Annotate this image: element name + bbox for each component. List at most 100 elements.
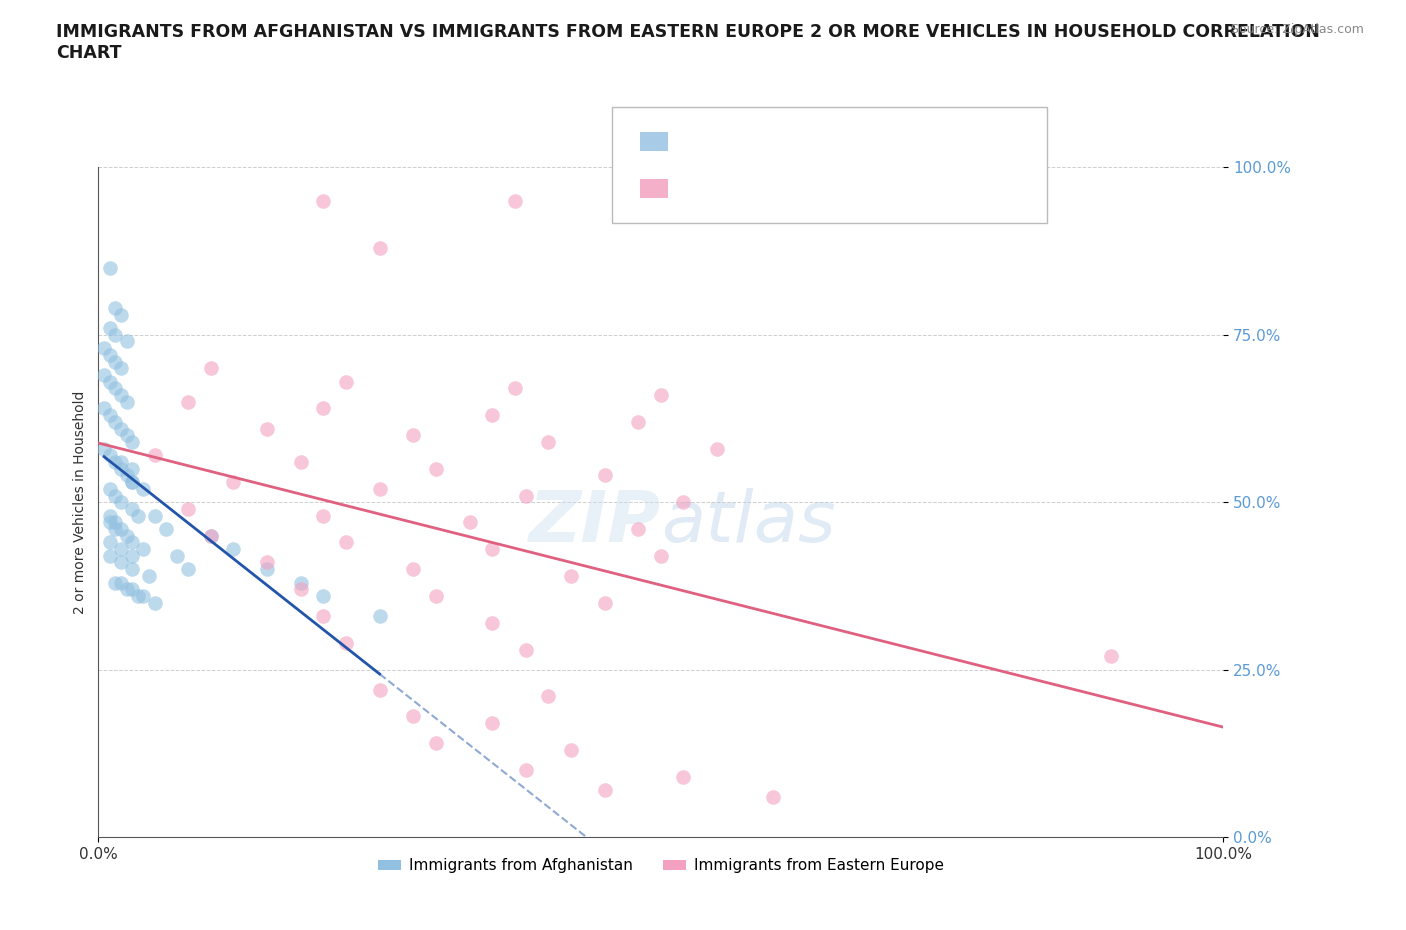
Point bbox=[115, 334, 138, 349]
Point bbox=[115, 394, 138, 409]
Point bbox=[481, 541, 503, 556]
Point bbox=[312, 401, 335, 416]
Point bbox=[110, 421, 132, 436]
Point bbox=[104, 415, 127, 430]
Point bbox=[104, 488, 127, 503]
Point bbox=[222, 474, 245, 489]
Point bbox=[481, 716, 503, 731]
Point bbox=[110, 461, 132, 476]
Point bbox=[560, 742, 582, 757]
Text: atlas: atlas bbox=[661, 488, 835, 557]
Point bbox=[706, 441, 728, 456]
Point bbox=[200, 528, 222, 543]
Point bbox=[121, 562, 143, 577]
Point bbox=[402, 428, 425, 443]
Point bbox=[132, 589, 155, 604]
Text: IMMIGRANTS FROM AFGHANISTAN VS IMMIGRANTS FROM EASTERN EUROPE 2 OR MORE VEHICLES: IMMIGRANTS FROM AFGHANISTAN VS IMMIGRANT… bbox=[56, 23, 1320, 62]
Point bbox=[138, 568, 160, 583]
Text: Source: ZipAtlas.com: Source: ZipAtlas.com bbox=[1230, 23, 1364, 36]
Point bbox=[177, 394, 200, 409]
Point bbox=[650, 549, 672, 564]
Point bbox=[110, 495, 132, 510]
Point bbox=[110, 307, 132, 322]
Point bbox=[593, 783, 616, 798]
Point bbox=[368, 608, 391, 623]
Point bbox=[458, 515, 481, 530]
Point bbox=[177, 501, 200, 516]
Point bbox=[98, 348, 121, 363]
Point bbox=[98, 515, 121, 530]
Point bbox=[121, 582, 143, 597]
Point bbox=[312, 508, 335, 523]
Point bbox=[481, 616, 503, 631]
Point bbox=[98, 508, 121, 523]
Point bbox=[98, 321, 121, 336]
Point bbox=[537, 689, 560, 704]
Point bbox=[222, 541, 245, 556]
Point bbox=[593, 468, 616, 483]
Point bbox=[290, 582, 312, 597]
Point bbox=[121, 535, 143, 550]
Point bbox=[104, 381, 127, 396]
Point bbox=[256, 562, 278, 577]
Point bbox=[93, 367, 115, 382]
Point bbox=[166, 549, 188, 564]
Point bbox=[110, 522, 132, 537]
Point bbox=[425, 461, 447, 476]
Point bbox=[425, 736, 447, 751]
Point bbox=[121, 474, 143, 489]
Point bbox=[503, 381, 526, 396]
Point bbox=[515, 488, 537, 503]
Point bbox=[98, 374, 121, 389]
Point bbox=[98, 260, 121, 275]
Point bbox=[290, 575, 312, 590]
Point bbox=[98, 448, 121, 463]
Point bbox=[121, 474, 143, 489]
Point bbox=[104, 455, 127, 470]
Point bbox=[481, 407, 503, 422]
Point bbox=[98, 482, 121, 497]
Point bbox=[200, 361, 222, 376]
Point bbox=[515, 642, 537, 657]
Point bbox=[312, 608, 335, 623]
Point bbox=[93, 441, 115, 456]
Text: R =  0.073   N = 56: R = 0.073 N = 56 bbox=[682, 179, 858, 197]
Point bbox=[110, 388, 132, 403]
Point bbox=[104, 354, 127, 369]
Point bbox=[143, 508, 166, 523]
Point bbox=[110, 555, 132, 570]
Point bbox=[402, 709, 425, 724]
Point bbox=[256, 555, 278, 570]
Point bbox=[627, 415, 650, 430]
Point bbox=[93, 340, 115, 355]
Point bbox=[104, 575, 127, 590]
Point bbox=[368, 683, 391, 698]
Point bbox=[335, 535, 357, 550]
Point bbox=[143, 448, 166, 463]
Point bbox=[155, 522, 177, 537]
Point bbox=[503, 193, 526, 208]
Point bbox=[115, 582, 138, 597]
Point bbox=[312, 589, 335, 604]
Point bbox=[627, 522, 650, 537]
Point bbox=[402, 562, 425, 577]
Point bbox=[425, 589, 447, 604]
Point bbox=[368, 240, 391, 255]
Point bbox=[256, 421, 278, 436]
Text: ZIP: ZIP bbox=[529, 488, 661, 557]
Point bbox=[121, 549, 143, 564]
Point bbox=[115, 428, 138, 443]
Point bbox=[290, 455, 312, 470]
Point bbox=[200, 528, 222, 543]
Point bbox=[312, 193, 335, 208]
Point bbox=[121, 501, 143, 516]
Point bbox=[93, 401, 115, 416]
Point bbox=[127, 589, 149, 604]
Text: R = -0.350   N = 68: R = -0.350 N = 68 bbox=[682, 133, 859, 151]
Point bbox=[132, 482, 155, 497]
Point bbox=[121, 461, 143, 476]
Point bbox=[560, 568, 582, 583]
Point bbox=[650, 388, 672, 403]
Legend: Immigrants from Afghanistan, Immigrants from Eastern Europe: Immigrants from Afghanistan, Immigrants … bbox=[373, 853, 949, 880]
Point bbox=[104, 300, 127, 315]
